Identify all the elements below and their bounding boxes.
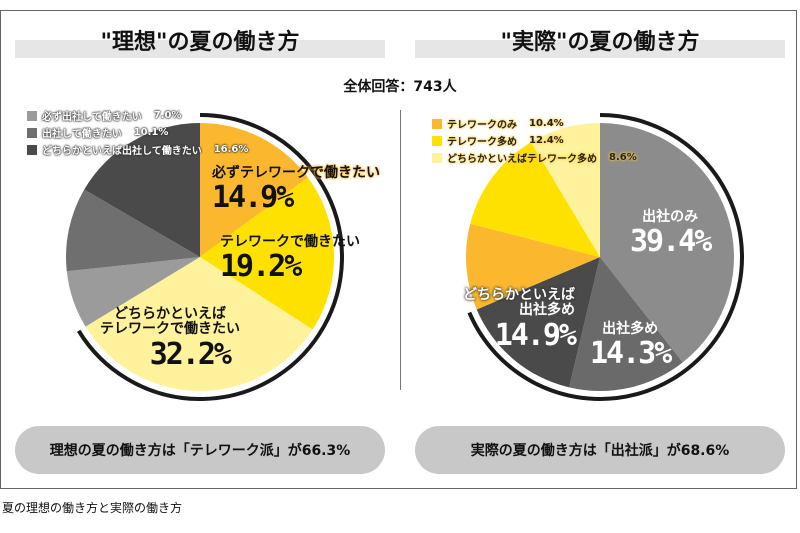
legend-swatch: [432, 135, 442, 146]
slice-label-text: どちらかといえば: [463, 287, 575, 303]
slice-label-ideal-2: どちらかといえば テレワークで働きたい 32.2%: [100, 306, 240, 372]
legend-label: 出社して働きたい: [42, 129, 122, 140]
slice-label-text: 出社多め: [519, 302, 575, 319]
legend-item: テレワークのみ 10.4%: [432, 115, 637, 132]
legend-actual: テレワークのみ 10.4% テレワーク多め 12.4% どちらかといえばテレワーク多…: [432, 115, 637, 166]
pie-slice-1-3: [465, 223, 600, 310]
total-respondents: 全体回答：743人: [343, 79, 457, 95]
pie-slice-1-5: [531, 123, 600, 257]
slice-label-text: 出社多め: [602, 321, 659, 337]
slice-label-actual-0: 出社のみ 39.4%: [630, 209, 712, 260]
pie-slice-0-5: [84, 123, 200, 257]
slice-label-value: 14.9%: [494, 317, 577, 353]
slice-label-value: 14.3%: [590, 336, 672, 372]
legend-swatch: [27, 144, 37, 155]
legend-swatch: [432, 152, 442, 163]
legend-swatch: [27, 127, 37, 138]
legend-value: 8.6%: [609, 152, 637, 163]
summary-actual: 実際の夏の働き方は「出社派」が68.6%: [415, 426, 785, 474]
pie-slice-0-1: [200, 177, 334, 330]
highlight-arc-1: [467, 113, 744, 401]
title-bar-right: [415, 40, 785, 58]
legend-value: 16.6%: [213, 144, 249, 155]
slice-label-actual-1: 出社多め 14.3%: [590, 321, 672, 372]
slice-label-text: 必ずテレワークで働きたい: [212, 165, 380, 181]
slice-label-actual-2: どちらかといえば 出社多め 14.9%: [445, 287, 577, 353]
pie-slice-1-2: [476, 257, 600, 388]
slice-label-text: 出社のみ: [642, 209, 699, 225]
legend-label: テレワークのみ: [447, 120, 517, 131]
legend-item: 出社して働きたい 10.1%: [27, 124, 248, 141]
pie-slice-1-1: [569, 257, 683, 391]
legend-item: テレワーク多め 12.4%: [432, 132, 637, 149]
legend-swatch: [27, 110, 37, 121]
title-bar-left: [15, 40, 385, 58]
slice-label-ideal-0: 必ずテレワークで働きたい 14.9%: [212, 165, 380, 216]
slice-label-ideal-1: テレワークで働きたい 19.2%: [220, 234, 360, 285]
slice-label-value: 14.9%: [212, 180, 294, 216]
legend-value: 10.4%: [529, 118, 564, 129]
figure-frame: [0, 10, 797, 489]
legend-value: 10.1%: [133, 127, 169, 138]
slice-label-value: 19.2%: [220, 249, 302, 285]
legend-item: どちらかといえばテレワーク多め 8.6%: [432, 149, 637, 166]
pie-slice-0-2: [85, 257, 313, 391]
legend-item: 必ず出社して働きたい 7.0%: [27, 107, 248, 124]
slice-label-text: どちらかといえば: [114, 306, 226, 322]
legend-ideal: 必ず出社して働きたい 7.0% 出社して働きたい 10.1% どちらかといえば出社し…: [27, 107, 248, 158]
legend-label: テレワーク多め: [447, 137, 517, 148]
legend-label: どちらかといえばテレワーク多め: [447, 154, 597, 165]
pie-slice-1-4: [470, 142, 600, 257]
legend-label: 必ず出社して働きたい: [42, 112, 142, 123]
summary-ideal: 理想の夏の働き方は「テレワーク派」が66.3%: [15, 426, 385, 474]
slice-label-value: 39.4%: [630, 224, 712, 260]
chart-title-ideal: "理想"の夏の働き方: [100, 30, 300, 55]
slice-label-text: テレワークで働きたい: [220, 234, 360, 250]
chart-title-actual: "実際"の夏の働き方: [500, 30, 700, 55]
legend-label: どちらかといえば出社して働きたい: [42, 146, 202, 157]
legend-value: 7.0%: [153, 110, 182, 121]
figure-caption: 夏の理想の働き方と実際の働き方: [2, 501, 183, 515]
pie-slice-0-4: [66, 189, 200, 272]
divider: [400, 110, 401, 390]
slice-label-value: 32.2%: [149, 336, 232, 372]
pie-slice-1-0: [600, 123, 734, 363]
legend-value: 12.4%: [529, 135, 564, 146]
legend-swatch: [432, 118, 442, 129]
legend-item: どちらかといえば出社して働きたい 16.6%: [27, 141, 248, 158]
slice-label-text: テレワークで働きたい: [100, 321, 240, 338]
pie-slice-0-3: [66, 257, 200, 327]
highlight-arc-0: [76, 113, 344, 401]
pie-slice-0-0: [200, 123, 308, 257]
